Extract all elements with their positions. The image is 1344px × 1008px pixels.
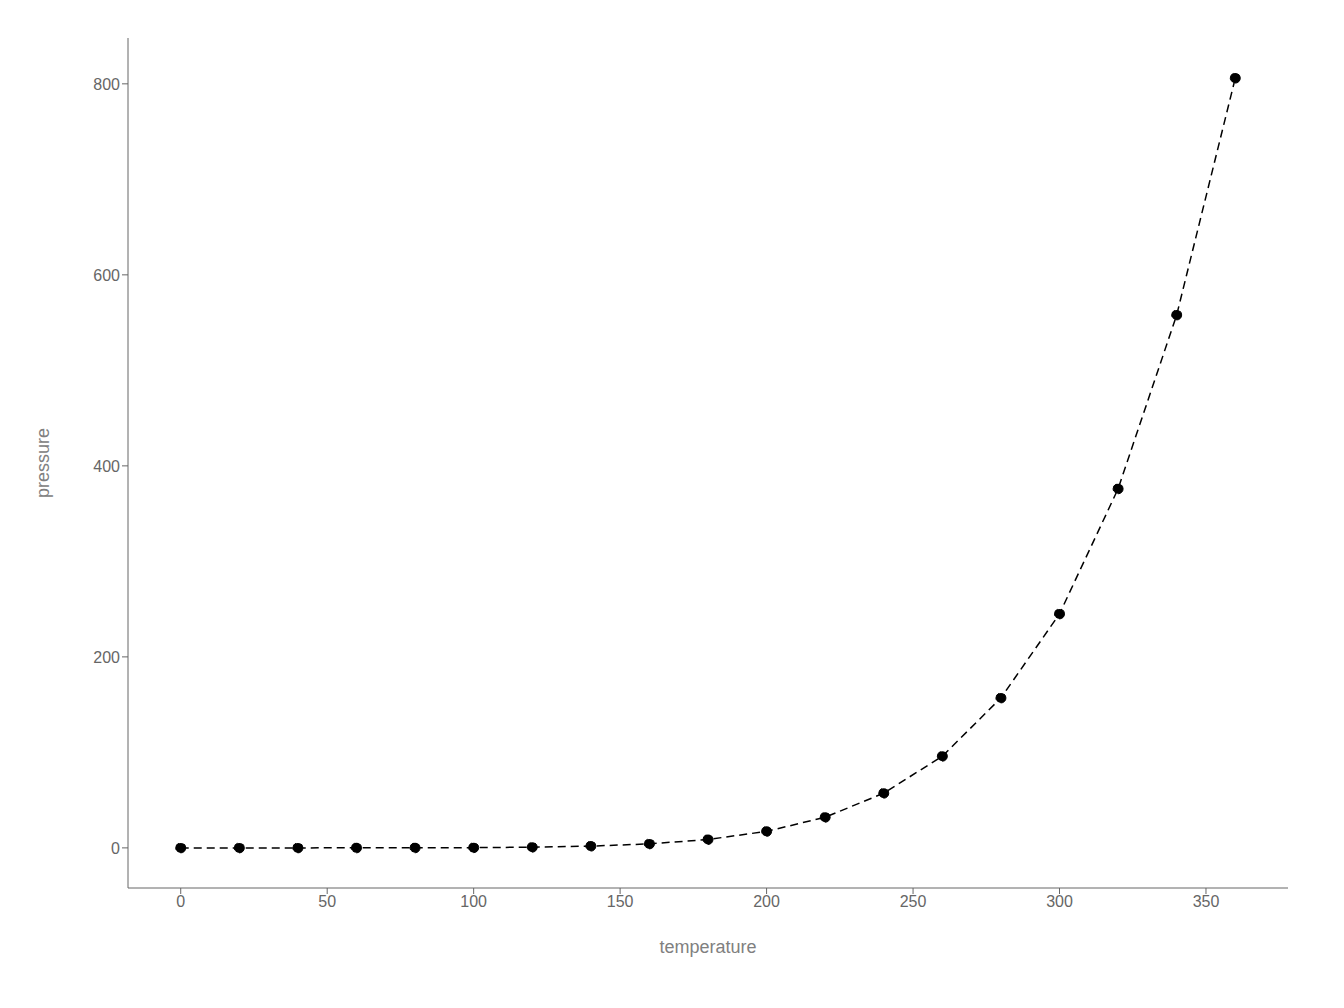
svg-text:250: 250 bbox=[900, 893, 927, 910]
svg-text:100: 100 bbox=[460, 893, 487, 910]
svg-text:600: 600 bbox=[93, 267, 120, 284]
svg-text:50: 50 bbox=[318, 893, 336, 910]
svg-text:150: 150 bbox=[607, 893, 634, 910]
svg-text:300: 300 bbox=[1046, 893, 1073, 910]
svg-text:200: 200 bbox=[93, 649, 120, 666]
svg-text:200: 200 bbox=[753, 893, 780, 910]
svg-text:0: 0 bbox=[111, 840, 120, 857]
svg-text:350: 350 bbox=[1193, 893, 1220, 910]
svg-text:pressure: pressure bbox=[33, 428, 53, 498]
svg-text:0: 0 bbox=[176, 893, 185, 910]
svg-text:temperature: temperature bbox=[659, 937, 756, 957]
svg-text:400: 400 bbox=[93, 458, 120, 475]
svg-text:800: 800 bbox=[93, 76, 120, 93]
